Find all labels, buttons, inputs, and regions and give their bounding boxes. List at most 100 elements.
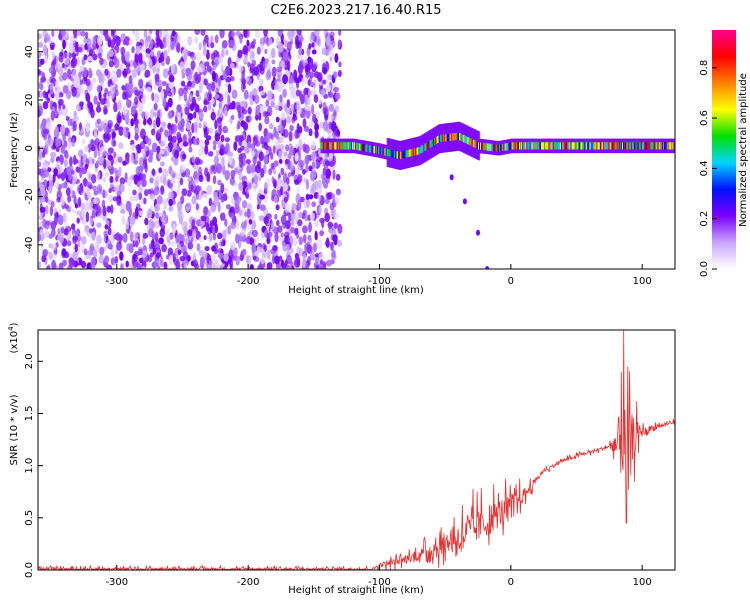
spectrogram-noise-cell — [314, 219, 319, 228]
spectrogram-noise-cell — [149, 58, 153, 70]
spectrogram-noise-cell — [234, 203, 240, 214]
spectrogram-noise-cell — [254, 94, 260, 105]
spectrogram-noise-cell — [208, 127, 214, 135]
spectrogram-noise-cell — [285, 115, 291, 125]
spectrogram-noise-cell — [247, 62, 251, 68]
spectrogram-noise-cell — [241, 248, 247, 256]
spectrogram-noise-cell — [153, 187, 160, 196]
spectrogram-noise-cell — [300, 93, 305, 105]
spectrogram-noise-cell — [333, 211, 339, 220]
spectrogram-noise-cell — [108, 60, 114, 68]
spectrogram-noise-cell — [290, 103, 294, 112]
spectrogram-noise-cell — [241, 70, 245, 81]
spectrogram-noise-cell — [198, 111, 204, 120]
spectrogram-noise-cell — [43, 179, 48, 187]
spectrogram-noise-cell — [76, 217, 80, 224]
spectrogram-noise-cell — [311, 201, 317, 208]
spectrogram-noise-cell — [266, 69, 272, 78]
spectrogram-noise-cell — [116, 241, 123, 251]
spectrogram-noise-cell — [45, 220, 52, 226]
spectrogram-noise-cell — [69, 156, 73, 167]
spectrogram-noise-cell — [117, 156, 123, 163]
spectrogram-noise-cell — [217, 179, 222, 186]
spectrogram-noise-cell — [63, 228, 69, 236]
spectrogram-y-axis-label: Frequency (Hz) — [9, 112, 20, 188]
spectrogram-noise-cell — [287, 35, 294, 41]
spectrogram-noise-cell — [258, 151, 264, 162]
spectrogram-noise-cell — [331, 39, 336, 48]
spectrogram-noise-cell — [179, 141, 184, 149]
spectrogram-noise-cell — [69, 36, 76, 45]
spectrogram-noise-cell — [124, 51, 130, 63]
spectrogram-noise-cell — [107, 119, 113, 129]
spectrogram-noise-cell — [175, 259, 181, 269]
spectrogram-noise-cell — [262, 60, 267, 70]
spectrogram-noise-cell — [153, 93, 159, 104]
spectrogram-noise-cell — [181, 153, 187, 160]
spectrogram-noise-cell — [128, 243, 134, 254]
snr-y-tick-label: 1.5 — [24, 406, 35, 422]
spectrogram-noise-cell — [241, 200, 248, 209]
spectrogram-noise-cell — [252, 136, 258, 146]
spectrogram-noise-cell — [42, 44, 48, 55]
spectrogram-noise-cell — [196, 137, 200, 146]
spectrogram-noise-cell — [179, 255, 186, 262]
spectrogram-noise-cell — [122, 126, 127, 137]
spectrogram-noise-cell — [62, 72, 68, 81]
spectrogram-noise-cell — [151, 194, 156, 202]
snr-x-tick-label: 0 — [508, 577, 514, 588]
spectrogram-noise-cell — [129, 216, 136, 225]
spectrogram-noise-cell — [70, 63, 76, 69]
spectrogram-noise-cell — [91, 139, 97, 151]
spectrogram-noise-cell — [113, 167, 118, 174]
spectrogram-noise-cell — [337, 39, 343, 50]
spectrogram-noise-cell — [126, 176, 132, 187]
spectrogram-noise-cell — [106, 239, 112, 249]
spectrogram-noise-cell — [268, 53, 272, 60]
spectrogram-y-tick-label: -40 — [24, 237, 35, 253]
spectrogram-noise-cell — [215, 149, 220, 157]
spectrogram-noise-cell — [172, 252, 176, 263]
spectrogram-noise-cell — [39, 203, 43, 214]
spectrogram-noise-cell — [330, 241, 334, 251]
spectrogram-noise-cell — [63, 58, 70, 66]
spectrogram-noise-cell — [321, 47, 327, 56]
spectrogram-noise-cell — [119, 234, 124, 241]
spectrogram-noise-cell — [96, 183, 103, 192]
spectrogram-noise-cell — [214, 132, 221, 142]
spectrogram-noise-cell — [270, 162, 275, 170]
spectrogram-noise-cell — [124, 219, 130, 230]
spectrogram-noise-cell — [317, 192, 321, 203]
spectrogram-noise-cell — [151, 128, 156, 136]
spectrogram-noise-cell — [304, 65, 311, 75]
spectrogram-noise-cell — [151, 168, 156, 176]
spectrogram-noise-cell — [311, 64, 318, 71]
spectrogram-noise-cell — [310, 151, 317, 162]
spectrogram-noise-cell — [261, 142, 265, 149]
spectrogram-noise-cell — [51, 259, 57, 269]
spectrogram-noise-cell — [298, 160, 304, 168]
spectrogram-noise-cell — [176, 186, 181, 196]
spectrogram-noise-cell — [220, 183, 225, 194]
spectrogram-noise-cell — [198, 249, 204, 257]
spectrogram-noise-cell — [280, 186, 284, 196]
spectrogram-noise-cell — [135, 30, 140, 42]
spectrogram-noise-cell — [288, 212, 292, 222]
spectrogram-noise-cell — [124, 82, 129, 93]
spectrogram-noise-cell — [318, 252, 325, 262]
spectrogram-noise-cell — [211, 70, 217, 82]
spectrogram-noise-cell — [179, 61, 185, 70]
spectrogram-noise-cell — [311, 104, 315, 115]
spectrogram-noise-cell — [307, 79, 311, 86]
spectrogram-noise-cell — [277, 42, 284, 53]
spectrogram-noise-cell — [132, 259, 138, 269]
spectrogram-noise-cell — [75, 41, 79, 53]
spectrogram-noise-cell — [255, 164, 262, 174]
spectrogram-noise-cell — [89, 217, 94, 226]
spectrogram-noise-cell — [258, 215, 265, 222]
spectrogram-noise-cell — [128, 81, 134, 90]
spectrogram-noise-cell — [278, 158, 283, 164]
spectrogram-noise-cell — [258, 112, 262, 121]
spectrogram-noise-cell — [318, 99, 322, 105]
spectrogram-noise-cell — [283, 39, 288, 48]
